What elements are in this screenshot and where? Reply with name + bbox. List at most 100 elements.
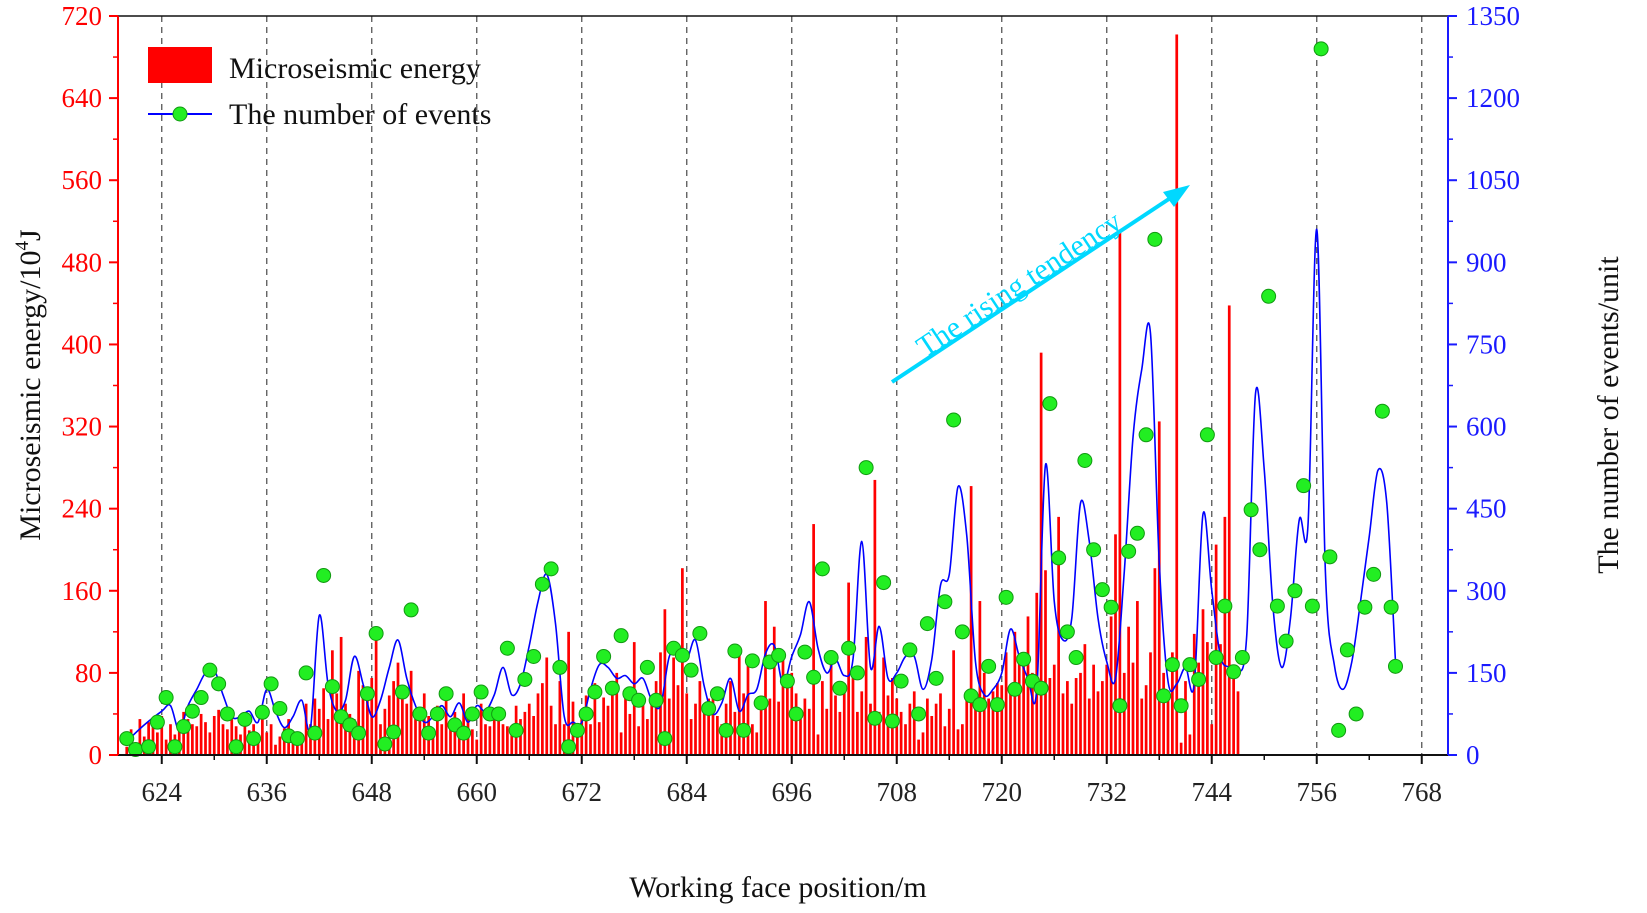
energy-bar bbox=[484, 724, 487, 755]
energy-bar bbox=[541, 683, 544, 755]
event-point bbox=[1147, 231, 1163, 247]
energy-bar bbox=[965, 691, 969, 755]
energy-bar bbox=[1074, 678, 1078, 755]
event-point bbox=[1164, 657, 1180, 673]
energy-bar bbox=[204, 722, 207, 755]
event-point bbox=[254, 704, 270, 720]
energy-bar bbox=[147, 722, 150, 755]
energy-bar bbox=[1061, 693, 1065, 755]
event-point bbox=[657, 731, 673, 747]
event-point bbox=[989, 697, 1005, 713]
event-point bbox=[1331, 722, 1347, 738]
energy-bars bbox=[125, 34, 1240, 756]
event-point bbox=[1313, 41, 1329, 57]
event-point bbox=[1086, 542, 1102, 558]
event-point bbox=[631, 692, 647, 708]
tick-label-left: 0 bbox=[89, 740, 103, 770]
energy-bar bbox=[164, 739, 168, 755]
energy-bar bbox=[624, 691, 627, 755]
energy-bar bbox=[291, 742, 295, 755]
event-point bbox=[578, 706, 594, 722]
legend-label-events: The number of events bbox=[229, 98, 491, 131]
event-point bbox=[701, 700, 717, 716]
energy-bar bbox=[908, 703, 912, 755]
event-point bbox=[596, 648, 612, 664]
energy-bar bbox=[519, 719, 522, 755]
energy-bar bbox=[475, 739, 479, 755]
energy-bar bbox=[1162, 672, 1165, 755]
event-point bbox=[552, 659, 568, 675]
event-point bbox=[1269, 598, 1285, 614]
energy-bar bbox=[1188, 734, 1192, 755]
event-point bbox=[1234, 650, 1250, 666]
energy-bar bbox=[488, 726, 492, 755]
energy-bar bbox=[138, 719, 142, 755]
energy-bar bbox=[1070, 703, 1074, 755]
tick-label-bottom: 624 bbox=[142, 777, 183, 807]
event-point bbox=[508, 722, 524, 738]
rising-tendency-arrowhead bbox=[1163, 185, 1190, 207]
energy-bar bbox=[1057, 516, 1060, 755]
event-point bbox=[1112, 698, 1128, 714]
tick-label-right: 1350 bbox=[1466, 1, 1520, 31]
event-point bbox=[1296, 478, 1312, 494]
tick-label-right: 750 bbox=[1466, 329, 1507, 359]
event-point bbox=[298, 665, 314, 681]
energy-bar bbox=[755, 732, 759, 755]
energy-bar bbox=[186, 719, 190, 755]
tick-label-bottom: 720 bbox=[982, 777, 1023, 807]
event-point bbox=[237, 711, 253, 727]
event-point bbox=[1348, 706, 1364, 722]
energy-bar bbox=[803, 698, 807, 755]
energy-bar bbox=[304, 703, 308, 755]
energy-bar bbox=[361, 685, 365, 755]
event-point bbox=[202, 662, 218, 678]
energy-bar bbox=[821, 681, 824, 755]
energy-bar bbox=[1031, 672, 1034, 755]
energy-bar bbox=[562, 724, 566, 755]
event-point bbox=[491, 706, 507, 722]
energy-bar bbox=[777, 701, 780, 755]
energy-bar bbox=[772, 626, 776, 755]
event-point bbox=[648, 692, 664, 708]
event-point bbox=[263, 676, 279, 692]
energy-bar bbox=[497, 719, 500, 755]
event-point bbox=[429, 706, 445, 722]
energy-bar bbox=[300, 739, 304, 755]
y-left-axis-title-suffix: J bbox=[14, 229, 47, 241]
energy-bar bbox=[694, 703, 697, 755]
tick-label-left: 640 bbox=[62, 83, 103, 113]
energy-bar bbox=[584, 695, 588, 755]
energy-bar bbox=[169, 724, 172, 755]
event-point bbox=[797, 644, 813, 660]
energy-bar bbox=[956, 729, 960, 755]
event-point bbox=[1217, 598, 1233, 614]
event-point bbox=[403, 602, 419, 618]
energy-bar bbox=[589, 724, 592, 755]
energy-bar bbox=[702, 708, 706, 755]
event-point bbox=[1261, 288, 1277, 304]
energy-bar bbox=[527, 703, 531, 755]
energy-bar bbox=[221, 724, 225, 755]
tick-label-left: 720 bbox=[62, 1, 103, 31]
energy-bar bbox=[549, 705, 553, 755]
tick-label-left: 400 bbox=[62, 329, 103, 359]
event-point bbox=[867, 710, 883, 726]
event-point bbox=[814, 561, 830, 577]
event-point bbox=[526, 648, 542, 664]
energy-bar bbox=[558, 681, 562, 755]
event-point bbox=[368, 625, 384, 641]
energy-bar bbox=[899, 711, 903, 755]
event-point bbox=[1173, 698, 1189, 714]
energy-bar bbox=[1096, 691, 1100, 755]
event-point bbox=[718, 722, 734, 738]
event-point bbox=[1016, 651, 1032, 667]
energy-bar bbox=[545, 657, 549, 755]
legend-bar-swatch bbox=[148, 47, 212, 83]
energy-bar bbox=[479, 703, 483, 755]
energy-bar bbox=[453, 711, 457, 755]
event-point bbox=[1208, 650, 1224, 666]
energy-bar bbox=[243, 722, 247, 755]
event-point bbox=[438, 686, 454, 702]
